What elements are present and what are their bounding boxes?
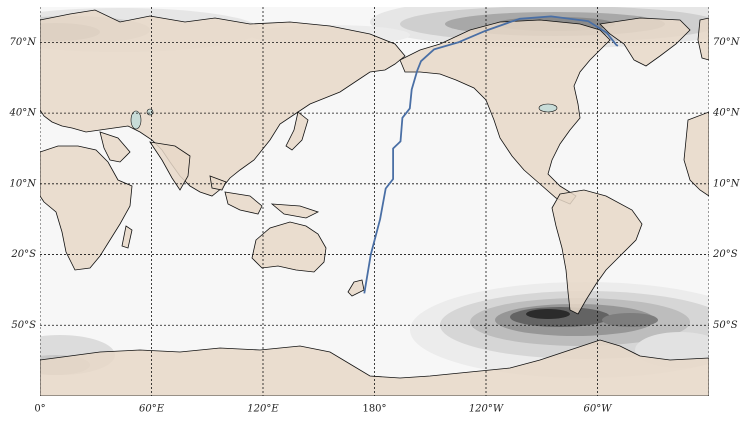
aral-lake <box>146 108 154 116</box>
north-america <box>399 19 611 205</box>
great-lakes <box>538 103 558 113</box>
lon-label: 60°W <box>583 404 612 415</box>
lat-label-left: 10°N <box>10 178 38 189</box>
australia <box>251 221 327 273</box>
lon-label: 120°E <box>247 404 279 415</box>
latitude-labels-right: 70°N 40°N 10°N 20°S 50°S <box>712 37 741 331</box>
longitude-labels: 0° 60°E 120°E 180° 120°W 60°W <box>34 404 612 415</box>
lat-label-left: 70°N <box>10 37 38 48</box>
lakes <box>130 103 558 130</box>
western-europe-right-edge <box>683 111 709 197</box>
japan <box>285 111 309 151</box>
lat-label-right: 10°N <box>713 178 741 189</box>
land <box>40 9 709 396</box>
caspian-sea <box>130 110 142 130</box>
lat-label-left: 50°S <box>11 320 36 331</box>
new-zealand <box>347 279 365 297</box>
south-america <box>551 189 643 315</box>
antarctica <box>40 339 709 396</box>
flight-track <box>363 15 619 294</box>
lat-label-left: 20°S <box>10 249 36 260</box>
eurasia <box>40 9 406 197</box>
arabia-india <box>99 131 191 191</box>
scandinavia-right-edge <box>697 17 709 61</box>
lat-label-right: 50°S <box>713 320 738 331</box>
lon-label: 120°W <box>469 404 504 415</box>
indonesia <box>209 175 320 219</box>
lat-label-right: 70°N <box>713 37 741 48</box>
gridlines <box>40 7 709 396</box>
madagascar <box>121 225 133 249</box>
latitude-labels-left: 70°N 40°N 10°N 20°S 50°S <box>9 37 38 331</box>
lat-label-right: 40°N <box>712 108 741 119</box>
lon-label: 0° <box>34 404 45 415</box>
lat-label-right: 20°S <box>712 249 738 260</box>
lon-label: 60°E <box>139 404 165 415</box>
lon-label: 180° <box>362 404 386 415</box>
africa <box>40 145 133 271</box>
lat-label-left: 40°N <box>9 108 38 119</box>
